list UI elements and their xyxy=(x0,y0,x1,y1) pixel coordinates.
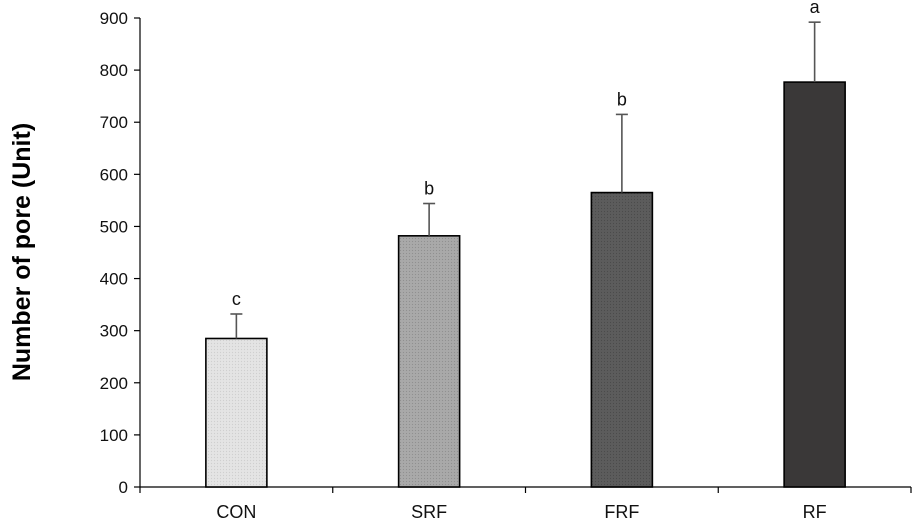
significance-label-frf: b xyxy=(617,89,627,109)
bar-rf xyxy=(783,81,846,488)
x-tick-label-rf: RF xyxy=(803,502,827,522)
x-tick-label-con: CON xyxy=(216,502,256,522)
y-tick-label: 700 xyxy=(100,113,128,132)
significance-label-con: c xyxy=(232,289,241,309)
bar-con xyxy=(205,337,268,488)
y-tick-label: 800 xyxy=(100,61,128,80)
x-tick-label-srf: SRF xyxy=(411,502,447,522)
bar-frf xyxy=(590,191,654,488)
bar-srf xyxy=(397,235,461,488)
y-axis-label: Number of pore (Unit) xyxy=(8,123,36,381)
significance-label-srf: b xyxy=(424,179,434,199)
y-tick-label: 200 xyxy=(100,374,128,393)
y-tick-label: 500 xyxy=(100,217,128,236)
x-tick-label-frf: FRF xyxy=(604,502,639,522)
significance-label-rf: a xyxy=(810,0,821,17)
y-tick-label: 0 xyxy=(119,478,128,497)
y-tick-label: 300 xyxy=(100,322,128,341)
y-tick-label: 100 xyxy=(100,426,128,445)
y-tick-label: 400 xyxy=(100,270,128,289)
y-tick-label: 600 xyxy=(100,165,128,184)
y-tick-label: 900 xyxy=(100,9,128,28)
